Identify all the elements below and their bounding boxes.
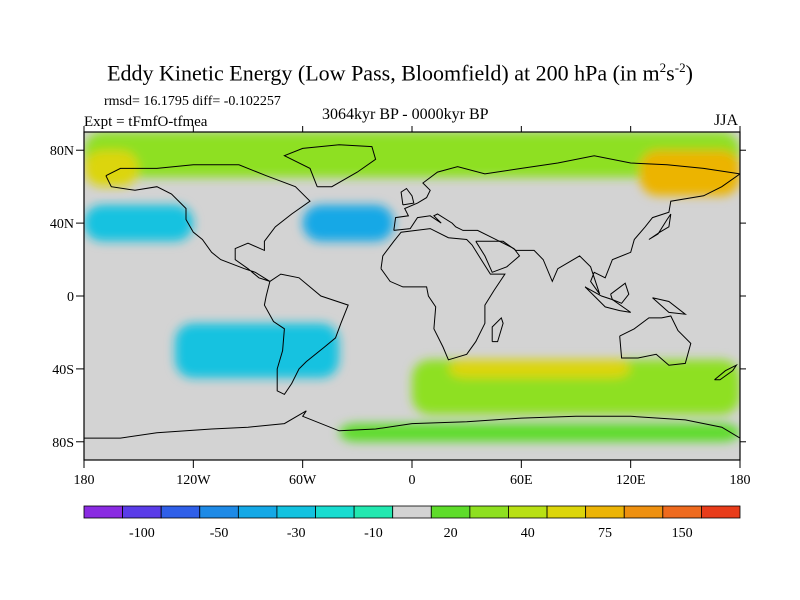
x-tick-label: 120W [176, 473, 211, 488]
map-plot-area [83, 131, 741, 461]
title-mid: s [666, 60, 675, 86]
title-sup-2: -2 [674, 60, 686, 75]
colorbar-swatch [83, 505, 123, 519]
colorbar-swatch [662, 505, 702, 519]
colorbar-swatch [392, 505, 432, 519]
colorbar-label: -30 [287, 526, 306, 541]
coastline-japan [648, 213, 672, 240]
colorbar-swatch [315, 505, 355, 519]
colorbar-swatch [469, 505, 509, 519]
chart-title: Eddy Kinetic Energy (Low Pass, Bloomfiel… [0, 60, 800, 86]
y-tick-label: 40S [52, 363, 74, 378]
region-ne-asia-high [639, 150, 740, 196]
colorbar-label: 75 [598, 526, 612, 541]
coastline-new-guinea [652, 297, 688, 315]
coastline-eurasia [393, 155, 740, 295]
region-north-pacific-low [84, 204, 194, 242]
season-label: JJA [714, 112, 739, 129]
coastlines [84, 144, 740, 439]
title-end: ) [685, 60, 693, 86]
colorbar-label: 40 [521, 526, 535, 541]
colorbar-swatch [160, 505, 201, 519]
y-axis: 80N 40N 0 40S 80S [50, 144, 746, 451]
x-tick-label: 60W [289, 473, 317, 488]
colorbar-swatch [430, 505, 471, 519]
stats-line: rmsd= 16.1795 diff= -0.102257 [104, 94, 281, 109]
colorbar: -100 -50 -30 -10 20 40 75 150 [83, 505, 741, 541]
coastline-africa [380, 228, 506, 361]
colorbar-swatch [353, 505, 394, 519]
coastline-south-america [263, 273, 349, 396]
x-tick-label: 180 [74, 473, 95, 488]
title-sup-1: 2 [659, 60, 667, 75]
period-label: 3064kyr BP - 0000kyr BP [322, 106, 489, 123]
colorbar-swatch [623, 505, 664, 519]
x-tick-label: 0 [409, 473, 416, 488]
x-tick-label: 180 [730, 473, 751, 488]
coastline-borneo [610, 282, 630, 304]
region-south-pacific-low [175, 323, 340, 378]
x-tick-label: 120E [616, 473, 646, 488]
colorbar-label: -100 [129, 526, 155, 541]
y-tick-label: 40N [50, 217, 74, 232]
y-tick-label: 0 [67, 290, 74, 305]
y-tick-label: 80N [50, 144, 74, 159]
colorbar-swatch [199, 505, 239, 519]
colorbar-swatch [276, 505, 316, 519]
x-tick-label: 60E [510, 473, 533, 488]
coastline-new-zealand [714, 363, 738, 381]
colorbar-swatch [701, 505, 741, 519]
colorbar-label: -50 [210, 526, 229, 541]
coastline-britain [400, 187, 415, 206]
coastline-madagascar [491, 316, 504, 343]
title-main: Eddy Kinetic Energy (Low Pass, Bloomfiel… [107, 60, 660, 86]
region-arctic-band [84, 132, 740, 178]
coastline-north-america [105, 164, 311, 282]
colorbar-label: -10 [364, 526, 383, 541]
colorbar-swatch [508, 505, 548, 519]
coastline-antarctica [84, 410, 740, 439]
colorbar-swatch [122, 505, 162, 519]
colorbar-swatch [585, 505, 625, 519]
colorbar-label: 150 [672, 526, 693, 541]
colorbar-swatch [546, 505, 587, 519]
experiment-label: Expt = tFmfO-tfmea [84, 114, 208, 130]
region-antarctic-band [339, 423, 740, 442]
region-southern-core [448, 359, 631, 378]
colorbar-label: 20 [444, 526, 458, 541]
y-tick-label: 80S [52, 436, 74, 451]
coastline-greenland [283, 144, 377, 188]
x-axis: 180 120W 60W 0 60E 120E 180 [74, 126, 751, 488]
coastline-australia [619, 315, 692, 366]
ekE-field [84, 132, 740, 442]
region-north-atlantic-low [302, 204, 394, 242]
coastline-arabia [475, 240, 521, 273]
region-ne-pacific-high [84, 150, 139, 187]
colorbar-swatch [237, 505, 278, 519]
coastline-indonesia [584, 286, 631, 313]
